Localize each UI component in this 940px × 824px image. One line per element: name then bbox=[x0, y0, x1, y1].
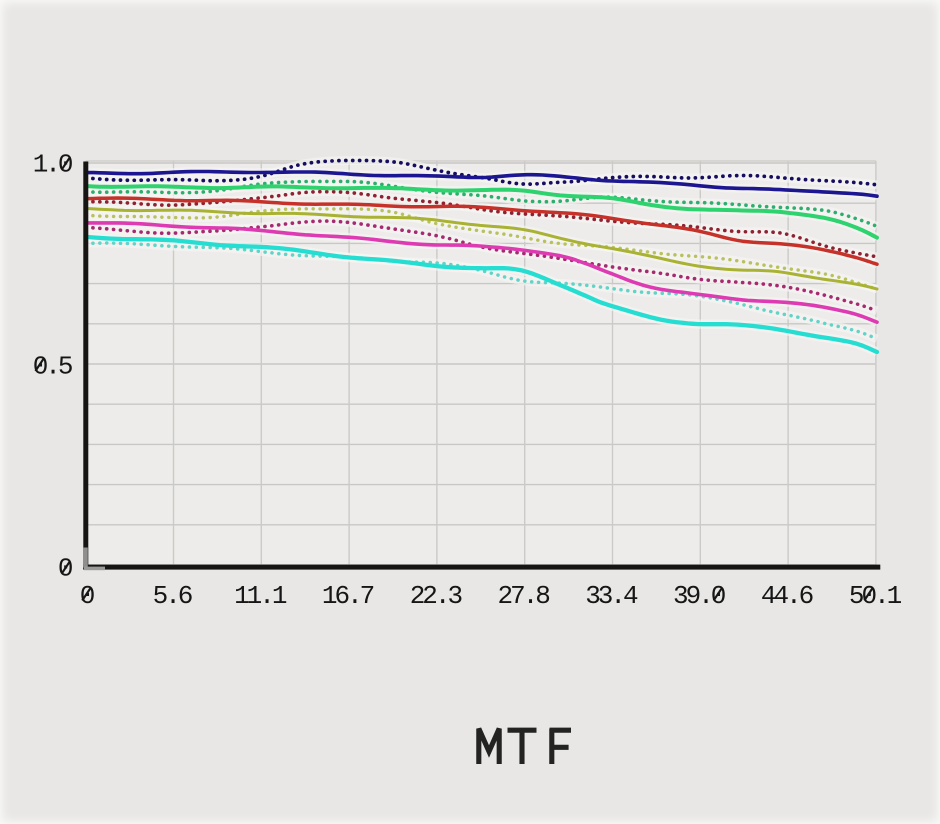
svg-text:0.5: 0.5 bbox=[33, 352, 72, 382]
svg-text:50.1: 50.1 bbox=[849, 581, 902, 611]
svg-text:27.8: 27.8 bbox=[497, 581, 549, 611]
svg-text:16.7: 16.7 bbox=[322, 581, 374, 611]
svg-text:44.6: 44.6 bbox=[761, 581, 813, 611]
svg-text:1.0: 1.0 bbox=[33, 150, 72, 180]
svg-text:0: 0 bbox=[80, 581, 94, 611]
svg-text:33.4: 33.4 bbox=[585, 581, 638, 611]
svg-text:39.0: 39.0 bbox=[673, 581, 725, 611]
svg-text:22.3: 22.3 bbox=[410, 581, 462, 611]
svg-text:11.1: 11.1 bbox=[234, 581, 287, 611]
svg-text:5.6: 5.6 bbox=[153, 581, 192, 611]
